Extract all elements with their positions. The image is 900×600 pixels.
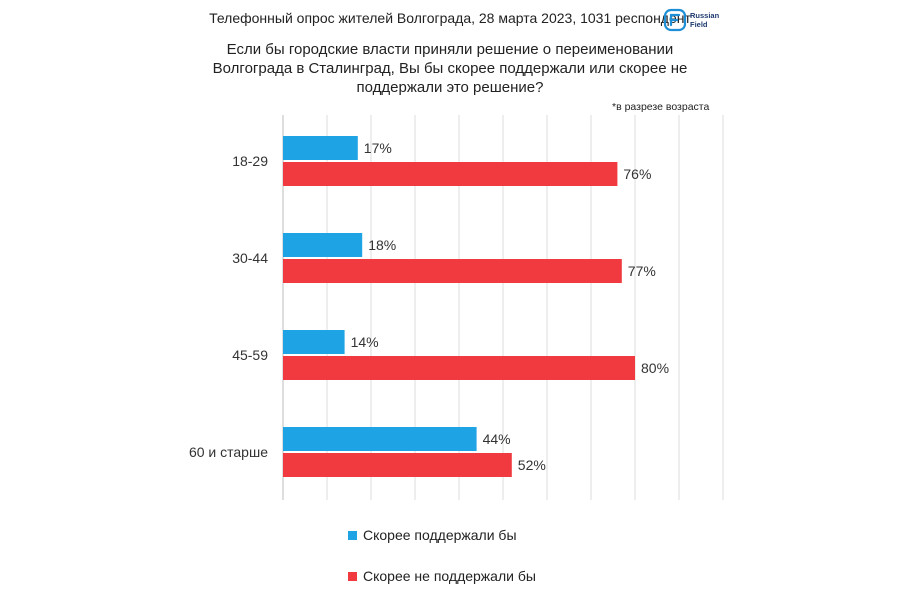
legend-swatch-support xyxy=(348,530,357,540)
data-label-support-30-44: 18% xyxy=(368,237,396,253)
chart-subtitle: *в разрезе возраста xyxy=(612,101,710,113)
chart-title: Если бы городские власти приняли решение… xyxy=(212,41,688,96)
data-label-oppose-60: 52% xyxy=(518,457,546,473)
category-label-30-44: 30-44 xyxy=(232,250,268,266)
data-label-support-45-59: 14% xyxy=(351,334,379,350)
data-label-support-18-29: 17% xyxy=(364,140,392,156)
legend-swatch-oppose xyxy=(348,571,357,581)
bar-oppose-60 xyxy=(283,453,512,477)
data-label-oppose-30-44: 77% xyxy=(628,263,656,279)
bar-oppose-45-59 xyxy=(283,356,635,380)
bar-oppose-30-44 xyxy=(283,259,622,283)
russian-field-logo-icon xyxy=(663,8,687,32)
data-label-oppose-45-59: 80% xyxy=(641,360,669,376)
category-label-18-29: 18-29 xyxy=(232,153,268,169)
data-label-oppose-18-29: 76% xyxy=(623,166,651,182)
brand-name: Russian Field xyxy=(690,11,720,29)
category-label-60: 60 и старше xyxy=(189,444,268,460)
data-label-support-60: 44% xyxy=(483,431,511,447)
category-label-45-59: 45-59 xyxy=(232,347,268,363)
bar-support-18-29 xyxy=(283,136,358,160)
legend-item-oppose: Скорее не поддержали бы xyxy=(348,568,536,584)
survey-info: Телефонный опрос жителей Волгограда, 28 … xyxy=(209,10,691,26)
bar-support-45-59 xyxy=(283,330,345,354)
bar-support-30-44 xyxy=(283,233,363,257)
bar-support-60 xyxy=(283,427,477,451)
bar-oppose-18-29 xyxy=(283,162,618,186)
brand-logo: Russian Field xyxy=(663,8,727,38)
legend-label-oppose: Скорее не поддержали бы xyxy=(363,568,536,584)
legend-label-support: Скорее поддержали бы xyxy=(363,527,517,543)
legend-item-support: Скорее поддержали бы xyxy=(348,527,517,543)
